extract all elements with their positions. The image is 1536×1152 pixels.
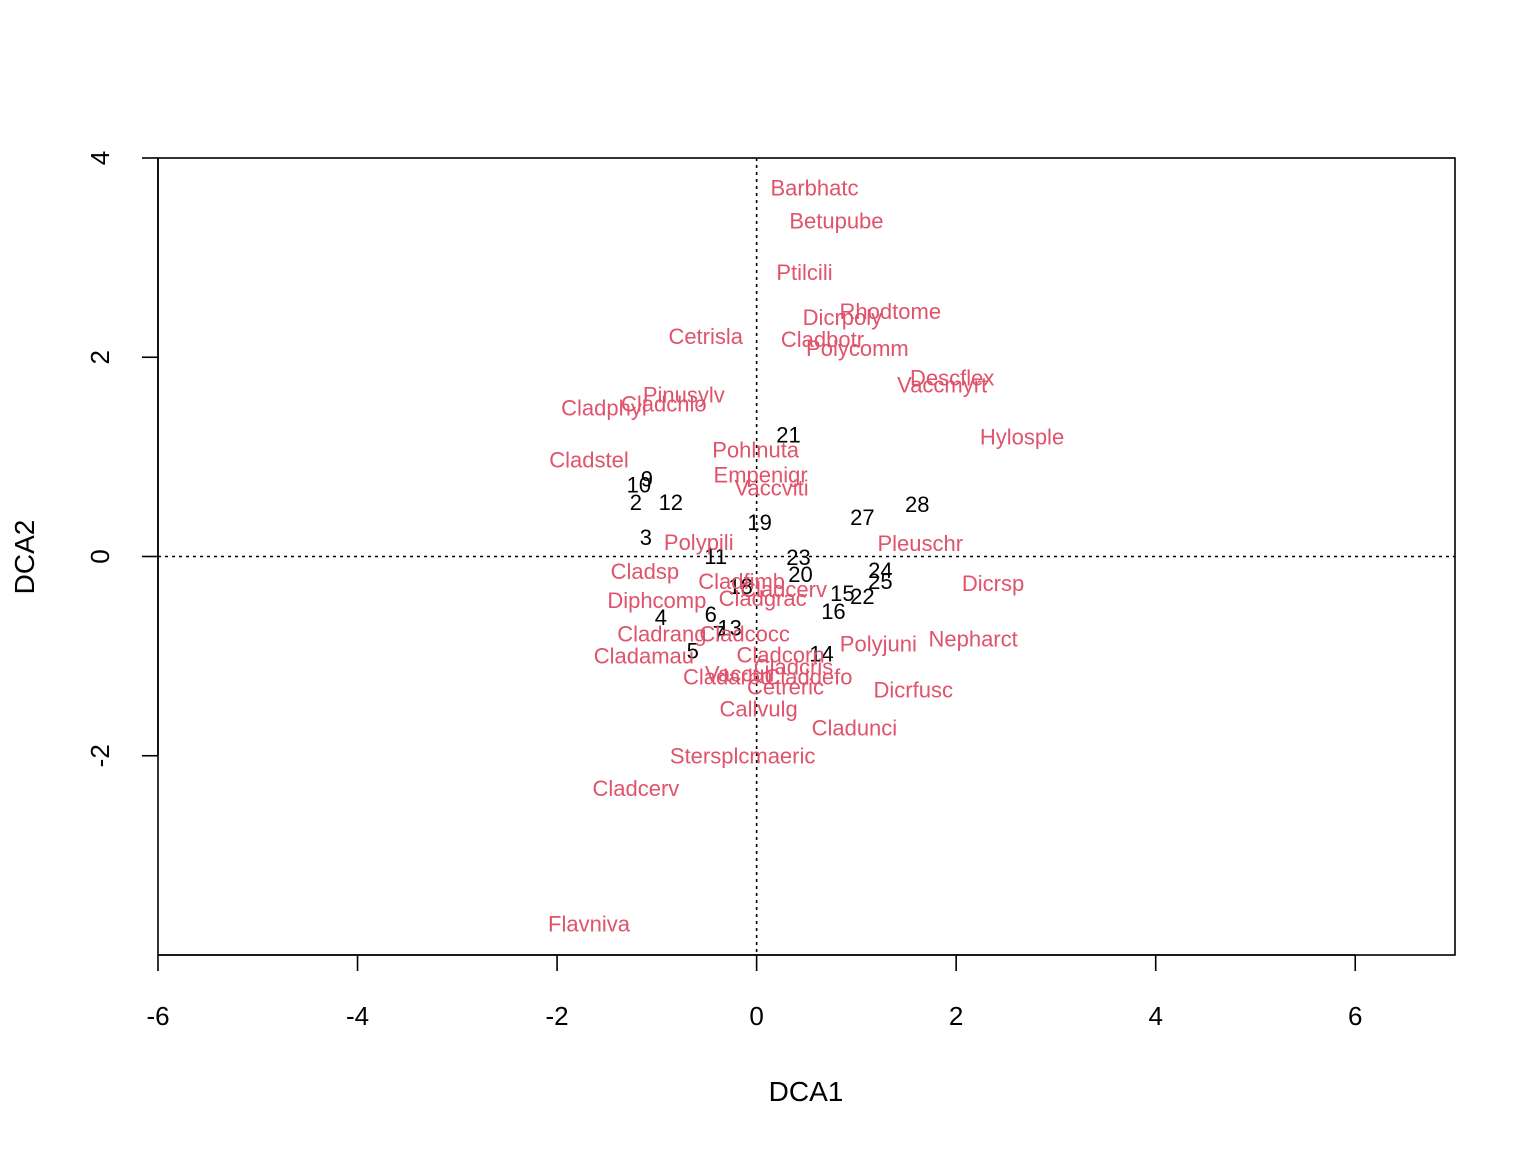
x-tick-label: -2 [546,1001,569,1031]
species-point-label: Cladcocc [699,622,789,647]
y-tick-label: 0 [85,549,115,563]
species-point-label: Hylosple [980,424,1064,449]
species-point-label: Cladcorn [737,643,825,668]
species-point-label: Cetreric [747,675,824,700]
site-point-label: 13 [717,616,741,641]
site-point-label: 24 [868,558,892,583]
species-labels: Barbhatc Betupube Ptilcili RhodtomeDicrpoly… [548,175,1064,936]
species-point-label: Nepharct [928,627,1017,652]
x-tick-label: 2 [949,1001,963,1031]
x-axis: -6 -4 -2 0 2 4 6 [146,954,1362,1031]
species-point-label: Cladphyl [561,396,647,421]
species-point-label: Cetrisla [668,324,743,349]
site-point-label: 4 [655,605,667,630]
species-point-label: Flavniva [548,912,631,937]
species-point-label: Dicrsp [962,571,1024,596]
species-point-label: Callvulg [719,696,797,721]
species-point-label: Dicrpoly [803,305,882,330]
species-point-label: Vacculi [705,662,774,687]
x-axis-title: DCA1 [769,1076,844,1107]
y-tick-label: 4 [85,151,115,165]
x-tick-label: 0 [749,1001,763,1031]
site-point-label: 27 [850,505,874,530]
species-point-label: Vaccmyrt [897,373,987,398]
species-point-label: Cladcris [754,655,833,680]
species-point-label: Descflex [910,366,994,391]
species-point-label: Cladbotr [781,327,864,352]
species-point-label: Rhodtome [840,299,942,324]
site-point-label: 2 [630,490,642,515]
species-point-label: Diphcomp [607,588,706,613]
site-point-label: 15 [830,581,854,606]
site-point-label: 9 [641,466,653,491]
site-point-label: 11 [704,544,727,569]
species-point-label: Betupube [789,208,883,233]
species-point-label: Vaccviti [734,475,808,500]
species-point-label: Polyjuni [840,632,917,657]
species-point-label: Barbhatc [770,175,858,200]
site-point-label: 14 [809,642,833,667]
y-tick-label: -2 [85,744,115,767]
x-tick-label: 6 [1348,1001,1362,1031]
site-point-label: 20 [788,562,812,587]
site-point-label: 28 [905,492,929,517]
site-point-label: 3 [640,525,652,550]
species-point-label: Pinusylv [643,383,725,408]
species-point-label: Ptilcili [776,260,832,285]
species-point-label: Stersplcmaeric [670,743,815,768]
species-point-label: Cladarbu [683,665,772,690]
site-point-label: 12 [659,490,683,515]
site-point-label: 6 [705,602,717,627]
species-point-label: Cladcerv [740,577,827,602]
site-point-label: 22 [850,584,874,609]
site-point-label: 5 [687,639,699,664]
species-point-label: Claddefo [764,665,852,690]
site-point-label: 16 [821,599,845,624]
site-point-label: 10 [627,472,651,497]
species-point-label: Cladsp [611,559,679,584]
species-point-label: Cladgrac [719,586,807,611]
species-point-label: Polypili [664,530,734,555]
y-axis: -2 0 2 4 [85,151,159,767]
x-tick-label: -6 [146,1001,169,1031]
species-point-label: Pohlnuta [712,437,800,462]
site-point-label: 21 [776,422,800,447]
site-point-label: 19 [747,510,771,535]
species-point-label: Cladstel [549,447,628,472]
species-point-label: Cladchlo [621,392,707,417]
site-point-label: 25 [868,569,892,594]
y-tick-label: 2 [85,350,115,364]
species-point-label: Cladfimb [698,569,785,594]
species-point-label: Cladcerv [592,776,679,801]
species-point-label: Cladrang [617,622,706,647]
x-tick-label: 4 [1148,1001,1162,1031]
site-point-label: 7 [713,622,725,647]
species-point-label: Cladunci [812,715,898,740]
species-point-label: Empenigr [714,462,808,487]
site-point-label: 23 [786,545,810,570]
species-point-label: Pleuschr [877,531,963,556]
species-point-label: Dicrfusc [874,677,953,702]
site-point-label: 18 [728,574,752,599]
species-point-label: Polycomm [806,336,909,361]
species-point-label: Cladamau [594,644,694,669]
x-tick-label: -4 [346,1001,369,1031]
y-axis-title: DCA2 [9,520,40,595]
